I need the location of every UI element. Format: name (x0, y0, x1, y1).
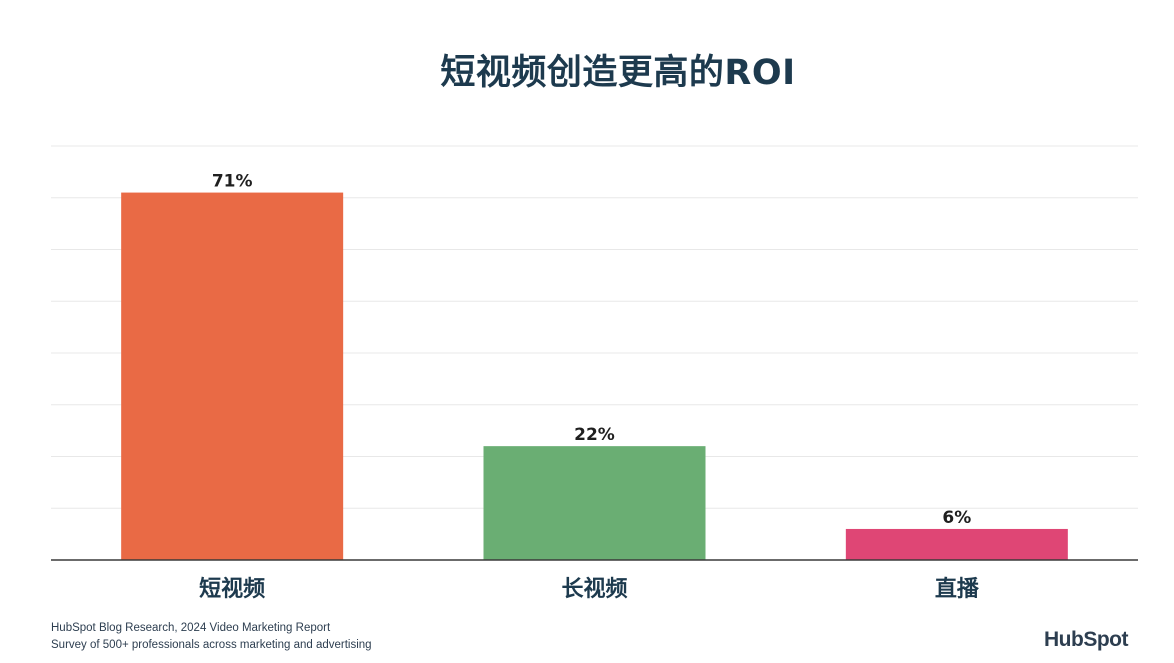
data-label: 71% (212, 172, 253, 192)
bar-3 (845, 528, 1068, 560)
source-note: HubSpot Blog Research, 2024 Video Market… (51, 620, 372, 654)
category-label: 短视频 (199, 576, 265, 602)
data-label: 6% (942, 508, 971, 528)
source-line-2: Survey of 500+ professionals across mark… (51, 639, 372, 651)
chart-title: 短视频创造更高的ROI (440, 53, 796, 93)
data-label: 22% (574, 425, 615, 445)
category-label: 直播 (935, 576, 980, 602)
bar-1 (121, 192, 344, 560)
source-line-1: HubSpot Blog Research, 2024 Video Market… (51, 622, 331, 634)
category-label: 长视频 (561, 576, 627, 602)
bar-2 (483, 446, 706, 560)
hubspot-logo: HubSpot (1044, 628, 1128, 651)
